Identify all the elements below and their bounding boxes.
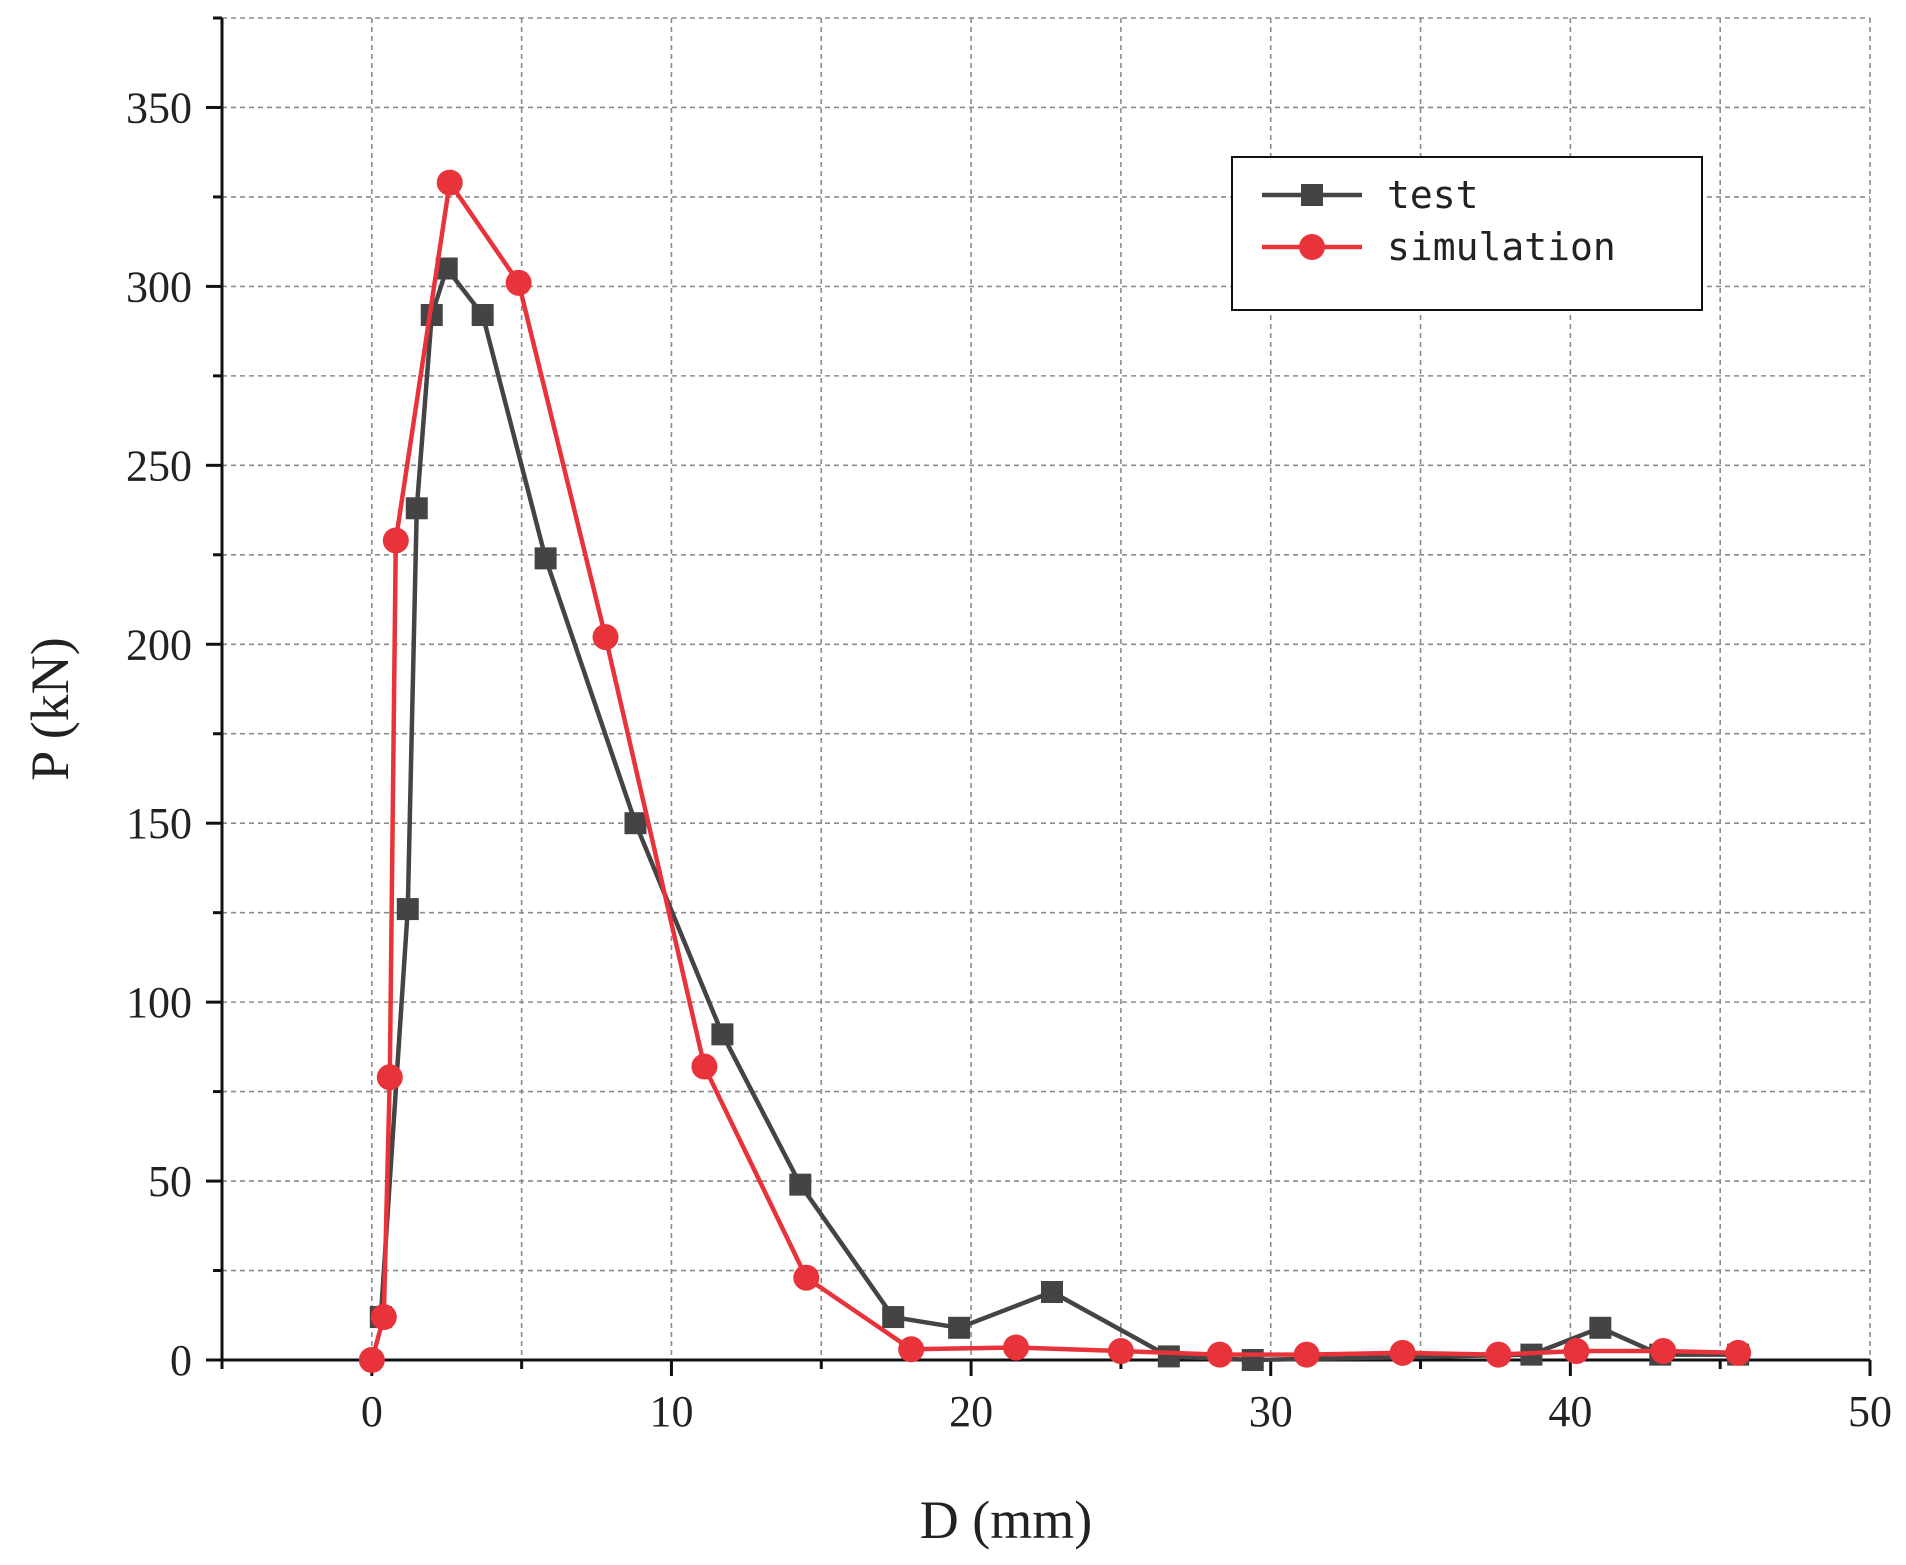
data-point-simulation [1003,1334,1030,1361]
legend-marker-simulation [1299,234,1325,260]
y-tick-label: 100 [126,978,192,1027]
data-point-simulation [1107,1338,1134,1365]
series-line-simulation [369,180,1739,1361]
data-point-simulation [1293,1341,1320,1368]
data-point-simulation [1206,1341,1233,1368]
y-axis-title: P (kN) [20,637,80,781]
data-point-simulation [1389,1339,1416,1366]
data-point-simulation [1650,1338,1677,1365]
y-tick-label: 200 [126,620,192,669]
data-point-simulation [691,1053,718,1080]
series-line-test [378,266,1739,1363]
x-axis-title: D (mm) [920,1490,1092,1550]
data-point-simulation [592,624,619,651]
x-tick-label: 10 [649,1387,693,1436]
y-tick-label: 50 [148,1157,192,1206]
data-point-test [1157,1345,1180,1368]
legend: test simulation [1231,156,1703,311]
data-point-simulation [1725,1339,1752,1366]
y-tick-label: 350 [126,83,192,132]
data-point-test [711,1023,734,1046]
x-tick-label: 40 [1548,1387,1592,1436]
data-point-simulation [505,269,532,296]
x-tick-label: 20 [949,1387,993,1436]
data-point-simulation [358,1347,385,1373]
legend-label-simulation: simulation [1387,225,1616,269]
data-point-test [882,1306,905,1329]
data-point-test [396,898,419,921]
data-point-simulation [370,1304,397,1331]
data-point-simulation [436,169,463,196]
legend-marker-test [1301,184,1323,206]
data-point-simulation [376,1064,403,1091]
x-tick-label: 0 [361,1387,383,1436]
data-point-simulation [898,1336,925,1363]
data-point-test [405,497,428,520]
data-point-test [624,812,647,835]
series-test [369,257,1750,1371]
data-point-test [1241,1349,1264,1371]
axes: 0 10 20 30 40 50 0 50 100 150 200 250 300 350 [126,16,1892,1436]
y-tick-label: 250 [126,441,192,490]
data-point-simulation [1485,1341,1512,1368]
series-simulation [358,169,1752,1373]
data-point-simulation [382,527,409,554]
x-tick-label: 30 [1249,1387,1293,1436]
legend-box [1231,156,1703,311]
data-point-test [435,257,458,280]
data-point-test [1040,1281,1063,1304]
plot-area [358,169,1752,1373]
y-tick-label: 150 [126,799,192,848]
legend-label-test: test [1387,173,1479,217]
data-point-test [534,547,557,570]
data-point-simulation [793,1264,820,1291]
data-point-test [948,1316,971,1339]
x-tick-label: 50 [1848,1387,1892,1436]
y-tick-label: 300 [126,262,192,311]
y-tick-label: 0 [170,1336,192,1385]
data-point-test [1589,1316,1612,1339]
gridlines [222,17,1871,1360]
data-point-test [789,1173,812,1196]
data-point-test [471,304,494,327]
data-point-simulation [1563,1338,1590,1365]
